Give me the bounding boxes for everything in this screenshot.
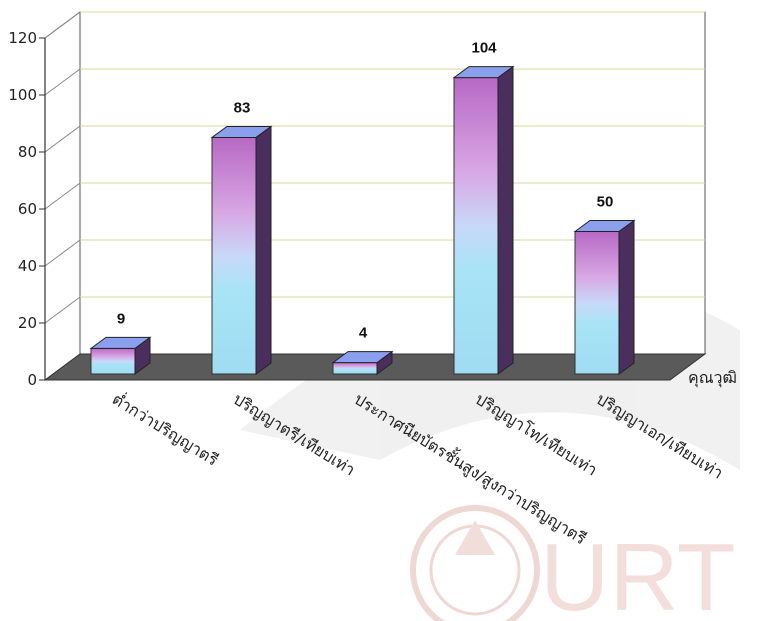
y-tick-label: 120 [8,29,37,47]
watermark-seal-icon [410,505,540,621]
bar-front [332,362,378,375]
bar [452,65,515,375]
data-label: 50 [597,194,614,211]
bar-top [331,351,394,364]
bar-side [255,125,272,375]
bar-front [453,77,499,375]
bar-top [210,125,273,138]
gridline-side [44,11,81,39]
bar-top [452,66,515,79]
y-tick-label: 60 [18,200,37,218]
watermark-text: URT [540,524,736,621]
chart-bars [89,65,636,375]
bar [573,219,636,375]
bar-front [211,136,257,375]
bar-top [573,220,636,232]
bar-side [497,65,514,375]
bar [331,350,394,375]
gridline-side [44,239,81,267]
y-tick-label: 20 [18,314,37,332]
gridline-side [44,296,81,324]
bar-front [574,231,620,375]
gridline-side [44,125,81,153]
y-tick-label: 40 [18,257,37,275]
gridline-side [44,182,81,210]
bar [89,336,152,375]
data-label: 4 [359,325,368,342]
bar-front [90,347,136,375]
y-tick-label: 0 [27,371,37,389]
data-label: 83 [234,99,251,116]
data-label: 9 [117,310,125,327]
bar-top [89,336,152,349]
y-tick-label: 80 [18,143,37,161]
data-label: 104 [471,40,497,57]
bar-side [618,219,635,375]
x-axis-title: คุณวุฒิ [688,368,737,388]
y-tick-label: 100 [8,86,37,104]
bar [210,125,273,375]
gridline-side [44,68,81,96]
category-label: ต่ำกว่าปริญญาตรี [109,388,223,470]
